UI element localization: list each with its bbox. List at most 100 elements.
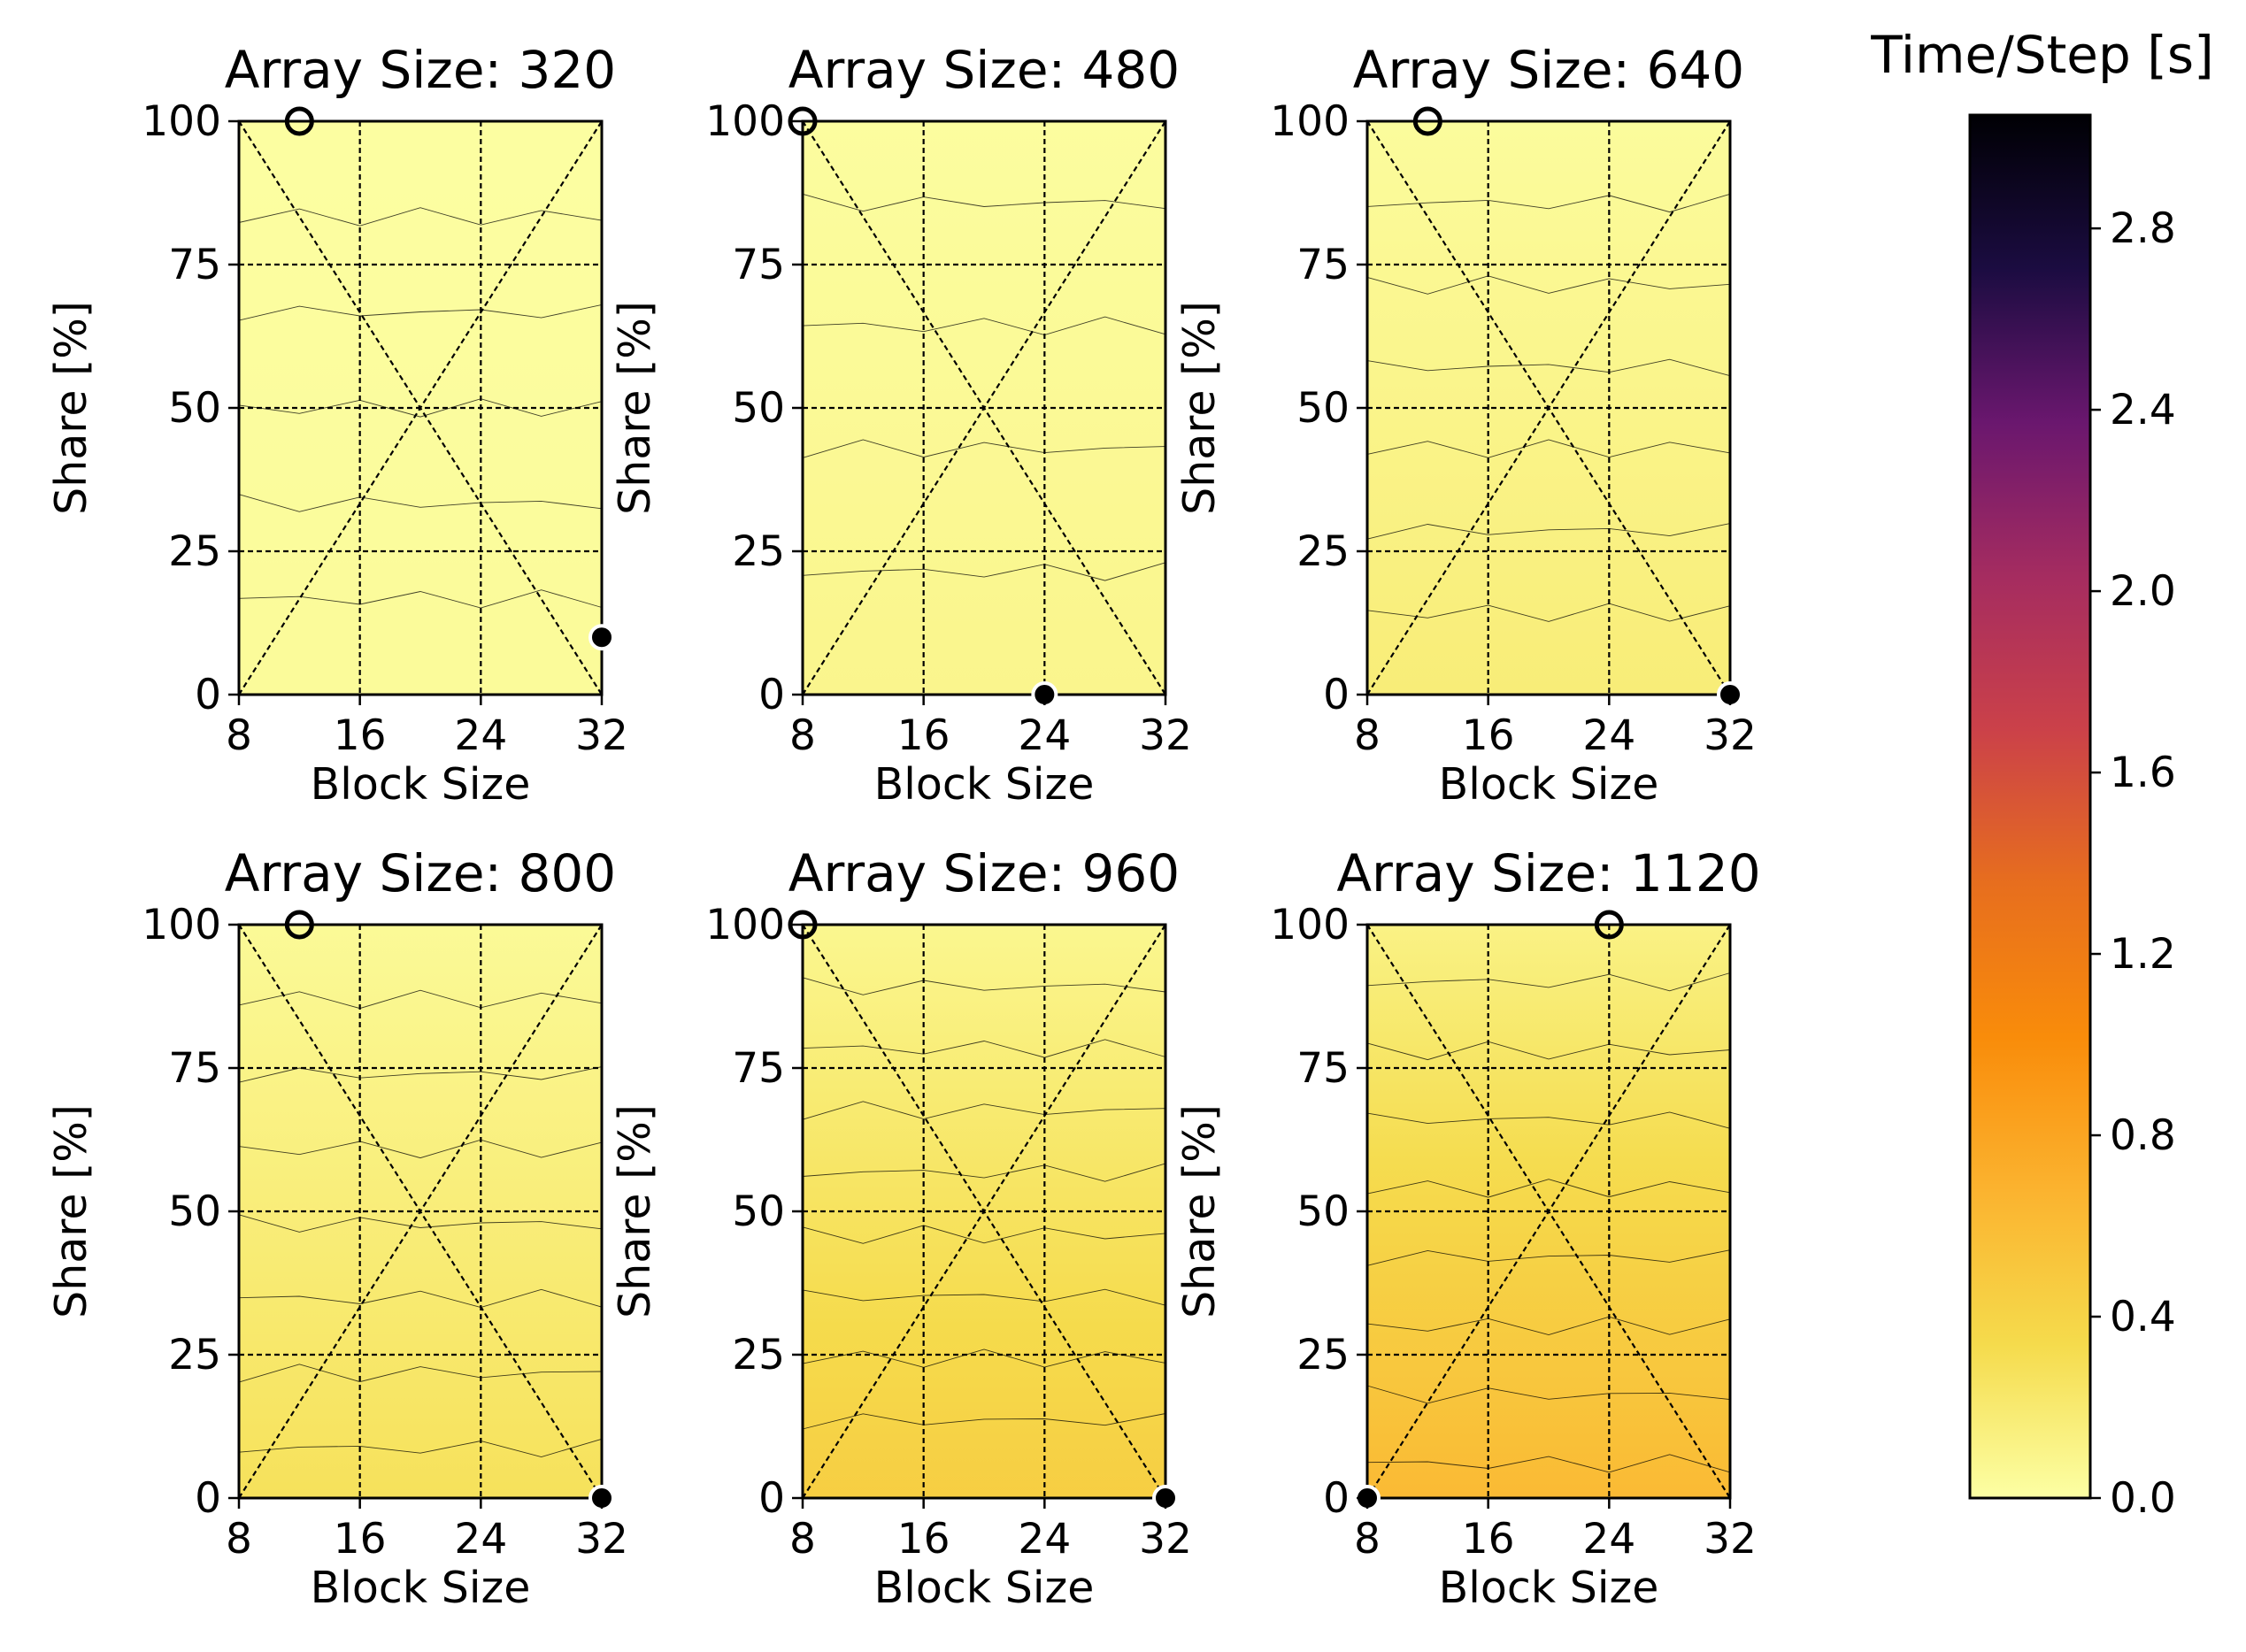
y-tick-label: 0 xyxy=(195,671,221,719)
optimum-marker-open xyxy=(1412,106,1442,136)
y-tick-label: 50 xyxy=(732,1187,785,1236)
contour-line xyxy=(1366,193,1731,213)
optimum-marker-open xyxy=(284,910,314,940)
diagonal-guide xyxy=(1366,120,1731,695)
diagonal-guide xyxy=(802,120,1166,695)
y-tick-label: 100 xyxy=(142,97,221,146)
x-tick-label: 32 xyxy=(1139,711,1192,760)
contour-line xyxy=(802,193,1166,212)
x-tick-label: 8 xyxy=(789,711,816,760)
y-tick-label: 0 xyxy=(758,1474,785,1523)
x-tick-label: 24 xyxy=(1582,1515,1635,1564)
y-tick-label: 50 xyxy=(168,384,221,433)
contour-line xyxy=(802,316,1166,335)
contour-line xyxy=(802,1225,1166,1244)
x-tick-label: 32 xyxy=(575,711,628,760)
y-tick-label: 50 xyxy=(1296,384,1350,433)
x-tick-label: 8 xyxy=(1354,1515,1381,1564)
y-tick-label: 25 xyxy=(1296,1331,1350,1379)
x-tick-label: 16 xyxy=(1462,1515,1515,1564)
contour-line xyxy=(238,1066,603,1083)
contour-line xyxy=(1366,972,1731,992)
contour-line xyxy=(802,562,1166,581)
y-tick-label: 100 xyxy=(705,97,785,146)
x-axis-label: Block Size xyxy=(1439,1563,1659,1613)
x-tick-label: 16 xyxy=(334,711,387,760)
x-tick-label: 24 xyxy=(454,1515,507,1564)
y-tick-label: 100 xyxy=(1270,901,1350,949)
contour-line xyxy=(802,1288,1166,1306)
contour-line xyxy=(1366,275,1731,295)
colorbar: 0.0 0.4 0.8 1.2 1.6 2.0 2.4 2.8 Time/Step [s] xyxy=(1870,25,2213,1523)
contour-line xyxy=(802,1039,1166,1058)
y-tick-label: 25 xyxy=(732,1331,785,1379)
x-tick-label: 16 xyxy=(1462,711,1515,760)
contour-line xyxy=(238,1438,603,1457)
x-axis-label: Block Size xyxy=(1439,759,1659,810)
contour-line xyxy=(238,589,603,609)
optimum-marker-open xyxy=(788,910,818,940)
colorbar-title: Time/Step [s] xyxy=(1870,25,2213,85)
y-tick-label: 25 xyxy=(732,527,785,576)
panel-title: Array Size: 960 xyxy=(788,843,1180,903)
x-axis-label: Block Size xyxy=(311,759,531,810)
optimum-marker-filled xyxy=(588,624,615,651)
optimum-marker-open xyxy=(284,106,314,136)
contour-line xyxy=(238,494,603,512)
diagonal-guide xyxy=(802,924,1166,1499)
y-tick-label: 75 xyxy=(168,241,221,289)
y-tick-label: 0 xyxy=(1323,1474,1350,1523)
y-axis-label: Share [%] xyxy=(610,301,660,515)
y-tick-label: 75 xyxy=(168,1044,221,1093)
contour-line xyxy=(802,1163,1166,1182)
colorbar-tick-label: 1.2 xyxy=(2110,930,2176,979)
x-tick-label: 32 xyxy=(1704,711,1757,760)
contour-line xyxy=(1366,358,1731,377)
x-axis-label: Block Size xyxy=(874,759,1095,810)
contour-line xyxy=(1366,1454,1731,1473)
panel-title: Array Size: 320 xyxy=(225,40,616,100)
y-axis-label: Share [%] xyxy=(46,301,96,515)
y-tick-label: 100 xyxy=(705,901,785,949)
y-tick-label: 50 xyxy=(732,384,785,433)
colorbar-tick-label: 2.4 xyxy=(2110,386,2176,434)
contour-line xyxy=(802,1413,1166,1430)
panel-title: Array Size: 1120 xyxy=(1336,843,1760,903)
contour-line xyxy=(238,1139,603,1159)
optimum-marker-open xyxy=(788,106,818,136)
x-tick-label: 8 xyxy=(1354,711,1381,760)
diagonal-guide xyxy=(1366,924,1731,1499)
y-axis-label: Share [%] xyxy=(1174,301,1225,515)
contour-line xyxy=(238,1214,603,1233)
panel-title: Array Size: 800 xyxy=(225,843,616,903)
colorbar-tick-label: 2.0 xyxy=(2110,567,2176,616)
contour-line xyxy=(1366,1316,1731,1335)
x-tick-label: 24 xyxy=(1582,711,1635,760)
contour-line xyxy=(238,1288,603,1308)
y-tick-label: 50 xyxy=(168,1187,221,1236)
y-tick-label: 100 xyxy=(142,901,221,949)
contour-line xyxy=(238,304,603,321)
colorbar-tick-label: 0.0 xyxy=(2110,1474,2176,1523)
contour-line xyxy=(1366,1249,1731,1266)
y-tick-label: 75 xyxy=(1296,1044,1350,1093)
colorbar-tick-label: 1.6 xyxy=(2110,749,2176,797)
contour-line xyxy=(802,439,1166,458)
y-tick-label: 25 xyxy=(168,1331,221,1379)
x-axis-label: Block Size xyxy=(311,1563,531,1613)
y-tick-label: 75 xyxy=(732,241,785,289)
colorbar-gradient xyxy=(1970,115,2090,1498)
contour-line xyxy=(1366,1041,1731,1061)
y-tick-label: 25 xyxy=(1296,527,1350,576)
y-tick-label: 50 xyxy=(1296,1187,1350,1236)
contour-line xyxy=(1366,1111,1731,1129)
colorbar-tick-label: 2.8 xyxy=(2110,204,2176,253)
contour-line xyxy=(1366,439,1731,458)
x-axis-label: Block Size xyxy=(874,1563,1095,1613)
